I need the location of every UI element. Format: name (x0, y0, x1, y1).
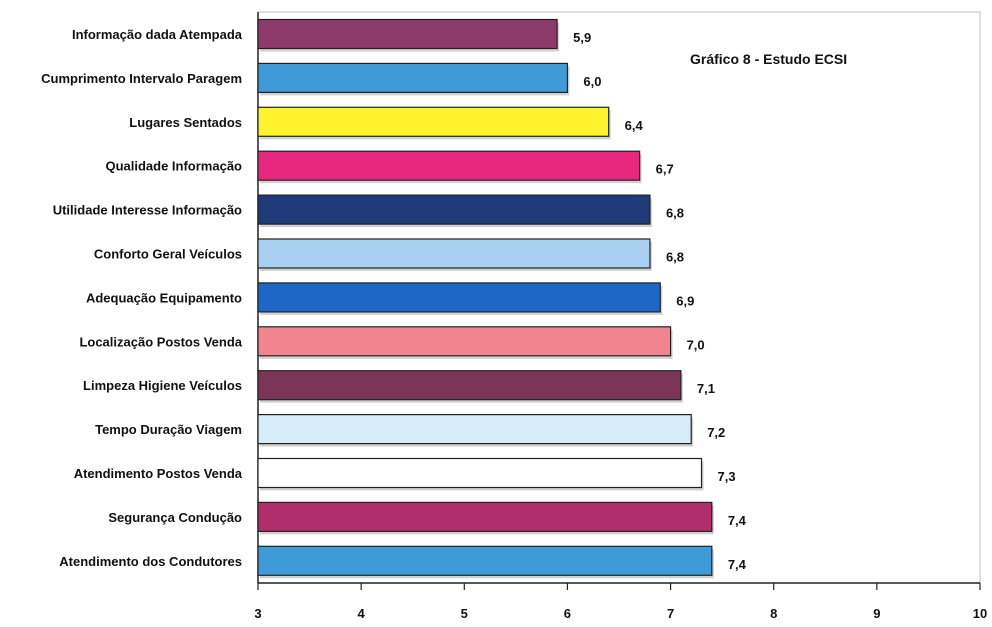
x-tick-label: 9 (873, 606, 880, 621)
bar-group (257, 18, 714, 579)
bar (257, 194, 651, 225)
bar (257, 414, 692, 445)
x-tick-label: 5 (461, 606, 468, 621)
bar (257, 545, 713, 576)
category-label: Utilidade Interesse Informação (53, 203, 242, 218)
data-label: 7,4 (728, 557, 747, 572)
data-label: 6,7 (656, 162, 674, 177)
data-label: 6,8 (666, 250, 684, 265)
category-label: Qualidade Informação (105, 159, 242, 174)
x-tick-label: 7 (667, 606, 674, 621)
data-label: 6,8 (666, 206, 684, 221)
x-tick-label: 8 (770, 606, 777, 621)
x-tick-label: 10 (973, 606, 987, 621)
bar (257, 501, 713, 532)
data-label: 6,9 (676, 293, 694, 308)
category-label: Adequação Equipamento (86, 290, 242, 305)
category-label: Atendimento dos Condutores (59, 554, 242, 569)
x-axis: 3 4 5 6 7 8 9 10 (254, 583, 987, 621)
bar (257, 18, 558, 50)
bar (257, 282, 661, 313)
data-label: 7,4 (728, 513, 747, 528)
x-tick-label: 3 (254, 606, 261, 621)
bar (257, 238, 651, 269)
bar (257, 106, 610, 137)
value-labels: 5,9 6,0 6,4 6,7 6,8 6,8 6,9 7,0 7,1 7,2 7,3 7,4 7,4 (573, 30, 747, 572)
x-tick-label: 4 (358, 606, 366, 621)
data-label: 5,9 (573, 30, 591, 45)
chart-title: Gráfico 8 - Estudo ECSI (690, 51, 847, 67)
category-label: Atendimento Postos Venda (74, 466, 243, 481)
category-label: Lugares Sentados (129, 115, 242, 130)
data-label: 6,4 (625, 118, 644, 133)
category-label: Localização Postos Venda (79, 334, 242, 349)
bar (257, 370, 682, 401)
bar (257, 150, 641, 181)
category-label: Informação dada Atempada (72, 27, 243, 42)
category-label: Cumprimento Intervalo Paragem (41, 71, 242, 86)
data-label: 7,2 (707, 425, 725, 440)
bar (257, 457, 703, 489)
category-label: Segurança Condução (108, 510, 242, 525)
bar (257, 326, 672, 357)
data-label: 7,3 (718, 469, 736, 484)
bar (257, 62, 569, 94)
category-label: Limpeza Higiene Veículos (83, 378, 242, 393)
category-labels: Informação dada Atempada Cumprimento Inte… (41, 27, 243, 569)
data-label: 7,1 (697, 381, 715, 396)
data-label: 6,0 (583, 74, 601, 89)
data-label: 7,0 (687, 337, 705, 352)
category-label: Tempo Duração Viagem (95, 422, 242, 437)
x-tick-label: 6 (564, 606, 571, 621)
category-label: Conforto Geral Veículos (94, 247, 242, 262)
